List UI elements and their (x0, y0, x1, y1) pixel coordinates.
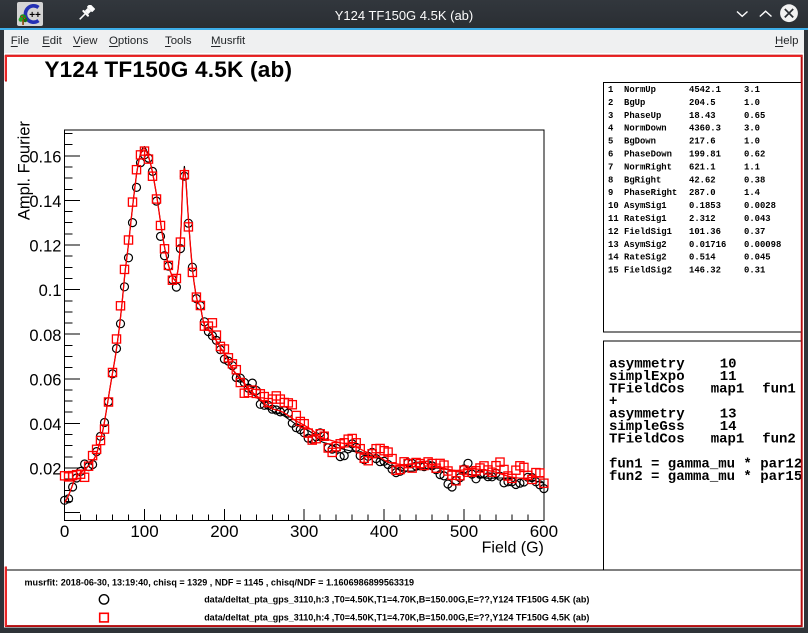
svg-text:Ampl. Fourier: Ampl. Fourier (16, 121, 34, 221)
svg-text:0.1: 0.1 (39, 282, 62, 300)
svg-text:14: 14 (608, 253, 619, 263)
svg-text:BgDown: BgDown (624, 137, 656, 147)
svg-text:PhaseRight: PhaseRight (624, 188, 677, 198)
svg-text:RateSig2: RateSig2 (624, 253, 667, 263)
svg-text:Field (G): Field (G) (482, 540, 544, 557)
svg-text:fun2 = gamma_mu * par15: fun2 = gamma_mu * par15 (609, 469, 802, 485)
svg-text:3.0: 3.0 (744, 124, 760, 134)
svg-text:5: 5 (608, 137, 613, 147)
svg-text:Y124 TF150G 4.5K (ab): Y124 TF150G 4.5K (ab) (44, 57, 292, 82)
svg-text:217.6: 217.6 (689, 137, 716, 147)
svg-text:3.1: 3.1 (744, 85, 760, 95)
svg-text:BgRight: BgRight (624, 175, 661, 185)
svg-text:621.1: 621.1 (689, 162, 716, 172)
svg-text:2.312: 2.312 (689, 214, 716, 224)
svg-text:fun1 = gamma_mu * par12: fun1 = gamma_mu * par12 (609, 456, 802, 472)
svg-text:200: 200 (210, 522, 238, 541)
svg-text:18.43: 18.43 (689, 111, 716, 121)
svg-text:13: 13 (720, 406, 737, 422)
svg-text:musrfit: 2018-06-30, 13:19:40,: musrfit: 2018-06-30, 13:19:40, chisq = 1… (25, 578, 415, 588)
svg-text:0.04: 0.04 (29, 416, 61, 434)
svg-text:300: 300 (290, 522, 318, 541)
svg-text:0.06: 0.06 (29, 371, 61, 389)
svg-text:++: ++ (29, 10, 41, 21)
svg-text:11: 11 (720, 369, 737, 385)
svg-text:AsymSig1: AsymSig1 (624, 201, 667, 211)
svg-text:0.37: 0.37 (744, 227, 765, 237)
svg-text:2: 2 (608, 98, 613, 108)
svg-text:PhaseDown: PhaseDown (624, 150, 672, 160)
svg-text:146.32: 146.32 (689, 266, 721, 276)
svg-text:13: 13 (608, 240, 619, 250)
svg-text:15: 15 (608, 266, 619, 276)
svg-text:BgUp: BgUp (624, 98, 645, 108)
svg-text:0.12: 0.12 (29, 238, 61, 256)
svg-text:PhaseUp: PhaseUp (624, 111, 661, 121)
svg-text:0.00098: 0.00098 (744, 240, 781, 250)
svg-text:0.514: 0.514 (689, 253, 716, 263)
svg-text:4360.3: 4360.3 (689, 124, 721, 134)
svg-text:400: 400 (370, 522, 398, 541)
svg-text:3: 3 (608, 111, 613, 121)
svg-text:fun1: fun1 (762, 381, 796, 397)
svg-text:TFieldCos: TFieldCos (609, 431, 685, 447)
svg-text:0.08: 0.08 (29, 327, 61, 345)
svg-text:asymmetry: asymmetry (609, 356, 685, 372)
svg-text:AsymSig2: AsymSig2 (624, 240, 667, 250)
svg-text:8: 8 (608, 175, 613, 185)
svg-text:NormDown: NormDown (624, 124, 667, 134)
svg-text:0.1853: 0.1853 (689, 201, 721, 211)
svg-text:0.043: 0.043 (744, 214, 771, 224)
svg-text:+: + (609, 394, 617, 410)
svg-text:0.62: 0.62 (744, 150, 765, 160)
svg-text:data/deltat_pta_gps_3110,h:3 ,: data/deltat_pta_gps_3110,h:3 ,T0=4.50K,T… (204, 595, 589, 605)
svg-text:0.0028: 0.0028 (744, 201, 776, 211)
svg-text:14: 14 (720, 419, 737, 435)
svg-text:101.36: 101.36 (689, 227, 721, 237)
svg-text:0: 0 (60, 522, 69, 541)
svg-text:map1: map1 (711, 431, 745, 447)
svg-text:9: 9 (608, 188, 613, 198)
svg-text:fun2: fun2 (762, 431, 796, 447)
svg-text:600: 600 (530, 522, 558, 541)
svg-text:data/deltat_pta_gps_3110,h:4 ,: data/deltat_pta_gps_3110,h:4 ,T0=4.50K,T… (204, 613, 589, 623)
svg-text:NormUp: NormUp (624, 85, 656, 95)
svg-text:199.81: 199.81 (689, 150, 721, 160)
svg-text:500: 500 (450, 522, 478, 541)
svg-text:6: 6 (608, 150, 613, 160)
svg-text:asymmetry: asymmetry (609, 406, 685, 422)
svg-text:0.01716: 0.01716 (689, 240, 726, 250)
svg-text:7: 7 (608, 162, 613, 172)
svg-text:4542.1: 4542.1 (689, 85, 721, 95)
svg-text:42.62: 42.62 (689, 175, 716, 185)
svg-text:simplExpo: simplExpo (609, 369, 685, 385)
svg-text:10: 10 (720, 356, 737, 372)
svg-text:FieldSig1: FieldSig1 (624, 227, 672, 237)
svg-text:4: 4 (608, 124, 614, 134)
svg-text:map1: map1 (711, 381, 745, 397)
svg-text:287.0: 287.0 (689, 188, 716, 198)
svg-text:0.65: 0.65 (744, 111, 765, 121)
svg-text:0.045: 0.045 (744, 253, 771, 263)
svg-text:204.5: 204.5 (689, 98, 716, 108)
svg-text:0.02: 0.02 (29, 461, 61, 479)
svg-text:NormRight: NormRight (624, 162, 672, 172)
svg-text:1.0: 1.0 (744, 137, 760, 147)
svg-text:simpleGss: simpleGss (609, 419, 685, 435)
svg-text:RateSig1: RateSig1 (624, 214, 667, 224)
svg-text:TFieldCos: TFieldCos (609, 381, 685, 397)
svg-text:0.16: 0.16 (29, 148, 61, 166)
svg-text:1.1: 1.1 (744, 162, 760, 172)
svg-text:11: 11 (608, 214, 619, 224)
svg-text:0.14: 0.14 (29, 193, 61, 211)
svg-text:1.4: 1.4 (744, 188, 761, 198)
svg-text:12: 12 (608, 227, 619, 237)
svg-text:0.38: 0.38 (744, 175, 765, 185)
svg-text:10: 10 (608, 201, 619, 211)
svg-text:FieldSig2: FieldSig2 (624, 266, 672, 276)
svg-text:1: 1 (608, 85, 613, 95)
svg-text:1.0: 1.0 (744, 98, 760, 108)
svg-text:100: 100 (130, 522, 158, 541)
svg-text:0.31: 0.31 (744, 266, 765, 276)
